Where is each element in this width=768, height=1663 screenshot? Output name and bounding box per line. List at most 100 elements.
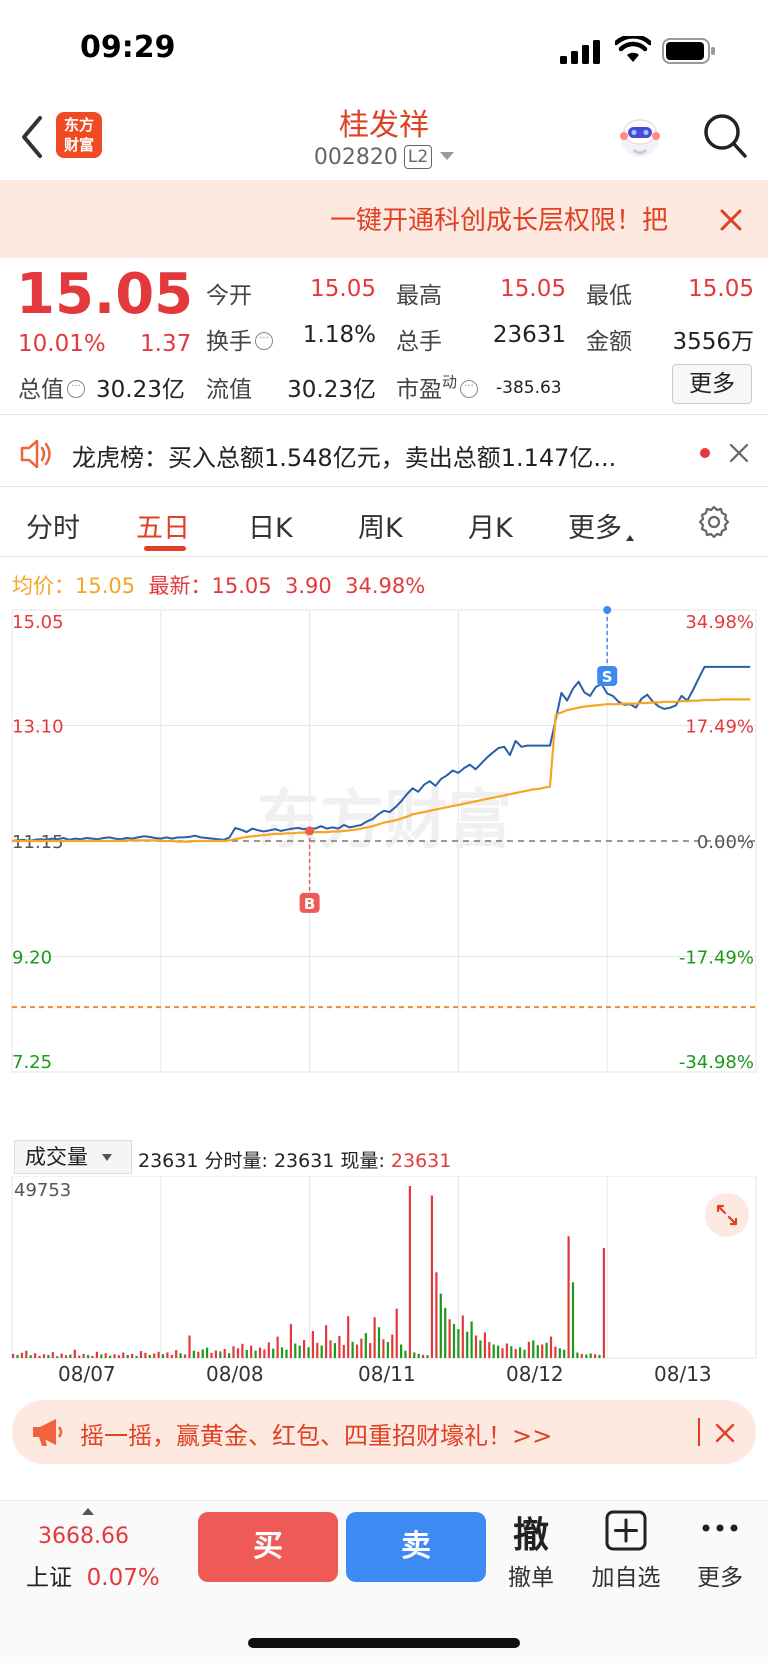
volume-bar bbox=[510, 1346, 513, 1358]
close-icon[interactable] bbox=[728, 442, 750, 464]
total-mv-label[interactable]: 总值 ··· bbox=[18, 370, 85, 404]
volume-bar bbox=[369, 1343, 372, 1358]
volume-bar bbox=[523, 1349, 526, 1358]
sell-marker-label: S bbox=[602, 668, 613, 686]
volume-bar bbox=[448, 1319, 451, 1358]
close-icon[interactable] bbox=[716, 205, 746, 235]
volume-bar bbox=[25, 1350, 28, 1358]
volume-bar bbox=[100, 1354, 103, 1358]
volume-bar bbox=[170, 1354, 173, 1358]
cancel-order-icon[interactable]: 撤 bbox=[512, 1515, 549, 1556]
volume-bar bbox=[87, 1354, 90, 1358]
app-logo: 东方 财富 bbox=[56, 112, 102, 158]
volume-bar bbox=[219, 1351, 222, 1358]
level-badge: L2 bbox=[403, 145, 433, 169]
volume-bar bbox=[351, 1341, 354, 1358]
volume-indicator-select[interactable]: 成交量 bbox=[14, 1140, 132, 1174]
amount-value: 3556万 bbox=[672, 329, 754, 355]
add-watchlist-button[interactable]: 加自选 bbox=[591, 1565, 661, 1591]
gear-icon[interactable] bbox=[696, 504, 732, 540]
expand-icon[interactable] bbox=[704, 1192, 750, 1238]
high-value: 15.05 bbox=[500, 276, 566, 302]
high-label: 最高 bbox=[396, 283, 442, 309]
volume-bar bbox=[580, 1353, 583, 1358]
more-button[interactable]: 更多 bbox=[697, 1565, 743, 1591]
volume-bar bbox=[56, 1356, 59, 1358]
volume-chart[interactable]: 49753 bbox=[0, 1176, 768, 1362]
volume-bar bbox=[29, 1355, 32, 1358]
date-label: 08/11 bbox=[358, 1362, 416, 1386]
buy-marker-label: B bbox=[304, 895, 315, 913]
turnover-value: 1.18% bbox=[302, 322, 376, 348]
date-label: 08/13 bbox=[654, 1362, 712, 1386]
volume-bar bbox=[311, 1331, 314, 1358]
unread-dot bbox=[700, 448, 710, 458]
more-quote-button[interactable]: 更多 bbox=[672, 364, 752, 404]
more-dots-icon[interactable] bbox=[700, 1522, 740, 1534]
buy-button[interactable]: 买 bbox=[198, 1512, 338, 1582]
date-label: 08/07 bbox=[58, 1362, 116, 1386]
volume-bar bbox=[254, 1350, 257, 1358]
divider bbox=[0, 414, 768, 415]
banner-text[interactable]: 一键开通科创成长层权限！把 bbox=[330, 206, 669, 236]
index-value[interactable]: 3668.66 bbox=[38, 1524, 129, 1549]
battery-icon bbox=[662, 38, 715, 64]
tab-daily-k[interactable]: 日K bbox=[248, 513, 293, 544]
volume-bar bbox=[382, 1339, 385, 1358]
tab-intraday[interactable]: 分时 bbox=[26, 513, 80, 544]
volume-bar bbox=[461, 1315, 464, 1358]
volume-frame bbox=[11, 1176, 757, 1359]
volume-bar bbox=[245, 1350, 248, 1358]
float-mv-label: 流值 bbox=[206, 377, 252, 403]
volume-bar bbox=[298, 1345, 301, 1358]
close-icon[interactable] bbox=[714, 1422, 736, 1444]
volume-bar bbox=[325, 1325, 328, 1358]
index-name[interactable]: 上证 0.07% bbox=[26, 1565, 160, 1591]
volume-bar bbox=[598, 1354, 601, 1358]
dragon-tiger-text[interactable]: 龙虎榜：买入总额1.548亿元，卖出总额1.147亿... bbox=[72, 444, 617, 472]
price-chart[interactable]: 东方财富 15.05 34.98% 13.10 17.49% 11.15 0.00% 9.20… bbox=[0, 600, 768, 1140]
sell-button[interactable]: 卖 bbox=[346, 1512, 486, 1582]
volume-bar bbox=[117, 1355, 120, 1358]
ai-assistant-robot-icon[interactable] bbox=[615, 112, 665, 162]
volume-bar bbox=[20, 1352, 23, 1358]
tab-more[interactable]: 更多 bbox=[568, 506, 634, 545]
volume-bar bbox=[505, 1343, 508, 1358]
search-icon[interactable] bbox=[702, 112, 748, 160]
promo-banner[interactable] bbox=[0, 180, 768, 258]
turnover-label[interactable]: 换手 ··· bbox=[206, 322, 273, 356]
volume-bar bbox=[585, 1354, 588, 1358]
stock-name: 桂发祥 bbox=[339, 108, 429, 143]
info-icon[interactable]: ··· bbox=[67, 380, 85, 398]
tab-weekly-k[interactable]: 周K bbox=[358, 513, 403, 544]
add-watchlist-icon[interactable] bbox=[604, 1510, 648, 1552]
promo-text[interactable]: 摇一摇，赢黄金、红包、四重招财壕礼！>> bbox=[80, 1422, 553, 1450]
volume-bar bbox=[38, 1355, 41, 1358]
volume-bar bbox=[223, 1349, 226, 1358]
volume-bar bbox=[161, 1354, 165, 1358]
y-tick-label-pct: 34.98% bbox=[685, 612, 754, 633]
volume-bar bbox=[435, 1272, 438, 1358]
volume-bar bbox=[188, 1335, 191, 1358]
collapse-caret-icon[interactable] bbox=[82, 1508, 94, 1515]
stock-code-selector[interactable]: 002820 L2 bbox=[0, 145, 768, 170]
tab-five-day[interactable]: 五日 bbox=[136, 513, 190, 544]
cancel-order-button[interactable]: 撤单 bbox=[508, 1565, 554, 1591]
volume-bar bbox=[12, 1353, 15, 1358]
chart-legend: 均价：15.05 最新：15.05 3.90 34.98% bbox=[12, 574, 426, 598]
volume-bar bbox=[179, 1353, 182, 1358]
info-icon[interactable]: ··· bbox=[255, 332, 273, 350]
info-icon[interactable]: ··· bbox=[460, 380, 479, 398]
promo-strip[interactable] bbox=[12, 1400, 756, 1464]
tab-monthly-k[interactable]: 月K bbox=[468, 513, 513, 544]
volume-label: 总手 bbox=[396, 329, 442, 355]
volume-bar bbox=[232, 1346, 235, 1358]
pe-label[interactable]: 市盈动 ··· bbox=[396, 370, 479, 404]
volume-bar bbox=[329, 1340, 332, 1358]
volume-bar bbox=[364, 1333, 367, 1358]
back-icon[interactable] bbox=[16, 112, 46, 162]
volume-bar bbox=[303, 1340, 306, 1358]
volume-bar bbox=[386, 1342, 389, 1358]
volume-bar bbox=[47, 1354, 50, 1358]
volume-bar bbox=[347, 1316, 350, 1358]
